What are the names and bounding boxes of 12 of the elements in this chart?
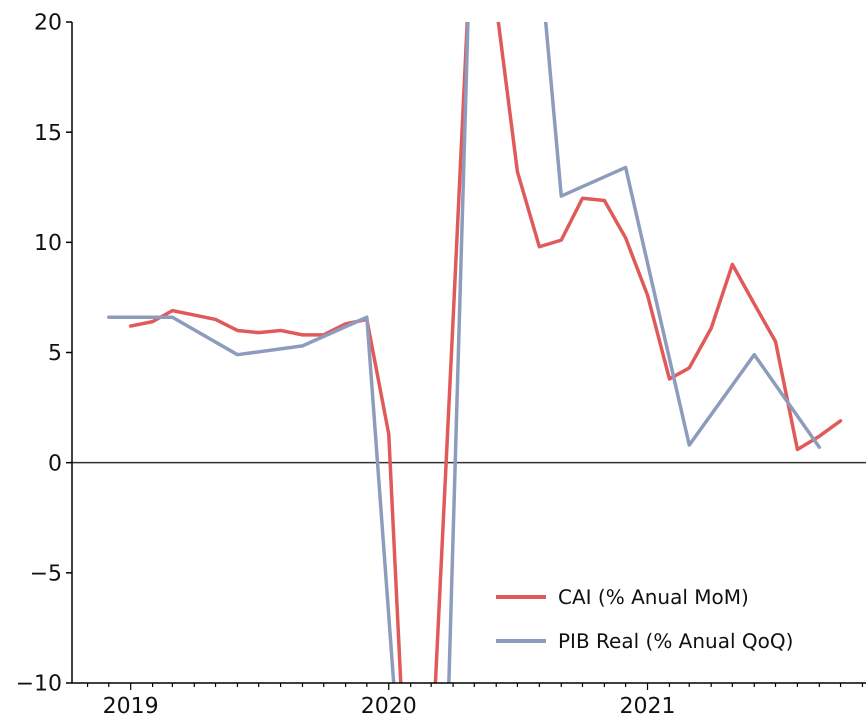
y-tick-label: 5 — [48, 341, 62, 366]
y-tick-label: 20 — [34, 10, 62, 36]
legend-label: CAI (% Anual MoM) — [558, 585, 749, 609]
y-tick-label: −10 — [16, 672, 62, 697]
y-tick-label: 10 — [34, 231, 62, 256]
y-tick-label: −5 — [30, 562, 62, 587]
legend-label: PIB Real (% Anual QoQ) — [558, 629, 794, 653]
x-tick-label: 2020 — [360, 694, 417, 719]
x-tick-label: 2019 — [102, 694, 159, 719]
y-tick-label: 15 — [34, 120, 62, 146]
y-tick-label: 0 — [48, 451, 62, 476]
x-tick-label: 2021 — [620, 694, 676, 719]
